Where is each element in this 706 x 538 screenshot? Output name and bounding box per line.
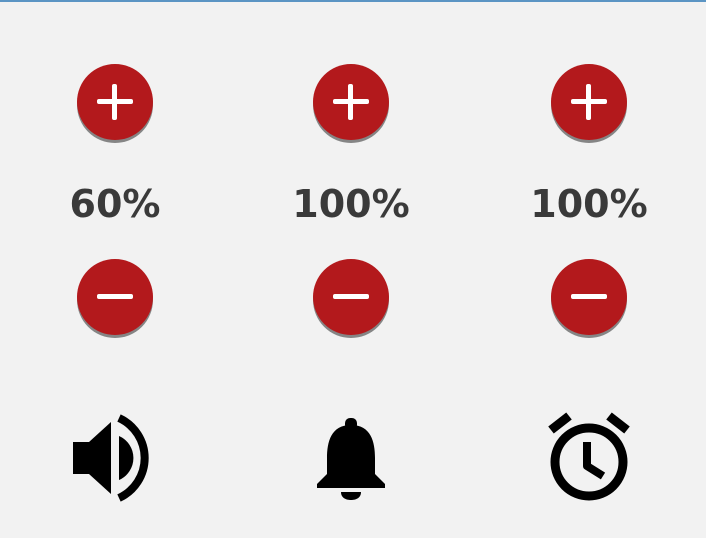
alarm-volume-decrease-button[interactable] [551,259,627,335]
notification-volume-percent: 100% [292,182,410,226]
media-volume-decrease-button[interactable] [77,259,153,335]
top-divider [0,0,706,2]
plus-icon-vertical [348,84,353,120]
notification-volume-column: 100% [271,0,431,538]
bell-icon [305,412,397,504]
notification-volume-increase-button[interactable] [313,64,389,140]
alarm-clock-icon [543,412,635,504]
minus-icon [333,294,369,299]
minus-icon [571,294,607,299]
plus-icon-vertical [586,84,591,120]
notification-volume-decrease-button[interactable] [313,259,389,335]
plus-icon-vertical [112,84,117,120]
alarm-volume-increase-button[interactable] [551,64,627,140]
minus-icon [97,294,133,299]
media-volume-increase-button[interactable] [77,64,153,140]
media-volume-column: 60% [35,0,195,538]
alarm-volume-column: 100% [509,0,669,538]
alarm-volume-percent: 100% [530,182,648,226]
media-volume-percent: 60% [69,182,161,226]
speaker-volume-icon [69,412,161,504]
